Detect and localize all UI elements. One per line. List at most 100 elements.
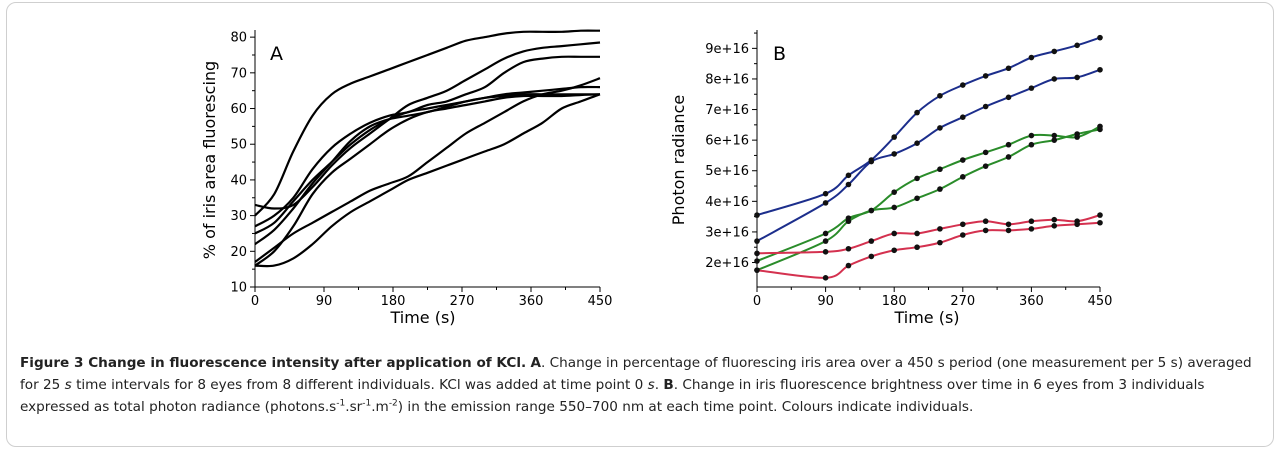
panel-a-y-tick-label: 20 [230, 245, 247, 260]
caption-b-label: B [663, 377, 674, 393]
panel-b-data-point [754, 250, 760, 257]
panel-b-series-line-2 [756, 68, 1101, 242]
panel-b-data-point [1097, 126, 1103, 133]
panel-b-data-point [1097, 219, 1103, 226]
caption-a-unit-2: s [647, 377, 655, 393]
panel-b-data-point [914, 109, 920, 116]
panel-b-data-point [1051, 137, 1058, 143]
panel-b-data-point [1074, 131, 1080, 137]
panel-b-data-point [1074, 221, 1080, 228]
figure-frame [6, 2, 1274, 447]
panel-b-x-axis-title: Time (s) [893, 308, 959, 327]
panel-a-y-tick-label: 70 [230, 66, 247, 81]
panel-b-data-point [845, 181, 852, 188]
panel-b-y-axis-title: Photon radiance [669, 95, 688, 225]
panel-b-data-point [1028, 85, 1035, 91]
panel-b-data-point [1074, 42, 1080, 49]
panel-b-data-point [891, 151, 897, 157]
panel-b-data-point [1051, 48, 1058, 55]
panel-a-y-tick-label: 60 [230, 102, 247, 117]
panel-b-data-point [1005, 227, 1012, 234]
panel-b-series-line-5 [756, 214, 1101, 255]
panel-a-y-axis-title: % of iris area fluorescing [200, 61, 219, 259]
panel-b-y-tick-label: 8e+16 [705, 72, 749, 87]
caption-a-unit: s [64, 377, 72, 393]
caption-b-text: . Change in iris fluorescence brightness… [20, 377, 1205, 415]
panel-b-data-point [1005, 154, 1012, 160]
panel-b-data-point [845, 262, 852, 269]
panel-b-data-point [754, 258, 760, 264]
panel-a-y-tick-label: 40 [230, 173, 247, 188]
caption-b-text-2: ) in the emission range 550–700 nm at ea… [397, 399, 974, 415]
panel-b-data-point [937, 226, 943, 232]
panel-b-x-tick-label: 360 [1019, 294, 1044, 309]
caption-mid-1: .sr [345, 399, 363, 415]
panel-b-data-point [822, 238, 829, 244]
caption-sup-2: -1 [362, 398, 372, 409]
chart-panel-a: 0 90 180 270 360 450 10 20 30 40 50 60 70 80 A Time (… [200, 29, 612, 327]
panel-a-x-tick-label: 270 [450, 294, 475, 309]
panel-b-data-point [868, 253, 875, 260]
panel-b-data-point [754, 238, 760, 244]
panel-b-data-point [982, 73, 989, 79]
panel-b-data-point [982, 227, 989, 234]
panel-b-axes: 0 90 180 270 360 450 2e+16 3e+16 4e+16 5e+16 6e+16… [705, 30, 1112, 309]
panel-a-series-line-4 [254, 85, 601, 235]
caption-title: Figure 3 Change in fluorescence intensit… [20, 355, 527, 371]
panel-b-data-point [960, 82, 966, 88]
panel-b-x-tick-label: 450 [1088, 294, 1113, 309]
panel-b-y-tick-label: 9e+16 [705, 42, 749, 57]
panel-b-data-point [937, 125, 943, 131]
panel-b-data-point [960, 114, 966, 120]
panel-b-data-point [1005, 221, 1012, 228]
panel-b-y-tick-label: 3e+16 [705, 225, 749, 240]
panel-b-data-point [891, 134, 897, 140]
panel-b-data-point [891, 204, 897, 211]
panel-b-data-point [937, 186, 943, 192]
panel-a-label: A [270, 43, 283, 65]
panel-b-data-point [1051, 76, 1058, 82]
caption-a-text: . Change in percentage of fluorescing ir… [20, 355, 1252, 393]
caption-a-text-2: time intervals for 8 eyes from 8 differe… [76, 377, 644, 393]
panel-b-data-point [1028, 132, 1035, 139]
panel-b-data-point [1097, 34, 1103, 41]
panel-b-data-point [1028, 226, 1035, 232]
panel-b-y-tick-label: 4e+16 [705, 195, 749, 210]
panel-a-series-line-6 [254, 93, 601, 267]
panel-a-x-tick-label: 360 [519, 294, 544, 309]
panel-b-data-point [868, 207, 875, 214]
panel-b-data-point [1097, 212, 1103, 218]
panel-b-data-point [891, 189, 897, 195]
panel-a-x-axis-title: Time (s) [389, 308, 455, 327]
panel-a-series-group [254, 29, 601, 268]
panel-b-data-point [960, 221, 966, 228]
panel-b-data-point [982, 103, 989, 110]
panel-b-data-point [914, 175, 920, 182]
panel-b-data-point [891, 230, 897, 237]
panel-a-series-line-7 [254, 77, 601, 263]
panel-b-x-tick-label: 90 [817, 294, 834, 309]
panel-a-series-line-8 [254, 93, 601, 268]
panel-a-x-tick-label: 0 [251, 294, 259, 309]
caption-sup-3: -2 [388, 398, 398, 409]
panel-b-data-point [937, 239, 943, 246]
panel-b-data-point [982, 149, 989, 156]
panel-b-data-point [1051, 216, 1058, 223]
panel-b-data-point [982, 163, 989, 169]
panel-a-series-line-2 [254, 41, 601, 210]
panel-b-data-point [960, 174, 966, 180]
panel-b-data-point [1028, 218, 1035, 225]
panel-b-data-point [822, 190, 829, 197]
caption-a-text-3: . [654, 377, 660, 393]
panel-b-data-point [914, 140, 920, 147]
panel-b-data-point [822, 230, 829, 237]
figure-caption: Figure 3 Change in fluorescence intensit… [20, 352, 1260, 418]
caption-sup-1: -1 [336, 398, 346, 409]
caption-a-label: A [530, 355, 542, 371]
chart-panel-b: 0 90 180 270 360 450 2e+16 3e+16 4e+16 5e+16 6e+16… [669, 30, 1112, 327]
panel-a-axes: 0 90 180 270 360 450 10 20 30 40 50 60 70 80 [230, 30, 612, 309]
panel-b-data-point [754, 212, 760, 218]
panel-b-data-point [914, 230, 920, 237]
panel-b-x-tick-label: 270 [950, 294, 975, 309]
panel-b-data-point [1051, 223, 1058, 229]
